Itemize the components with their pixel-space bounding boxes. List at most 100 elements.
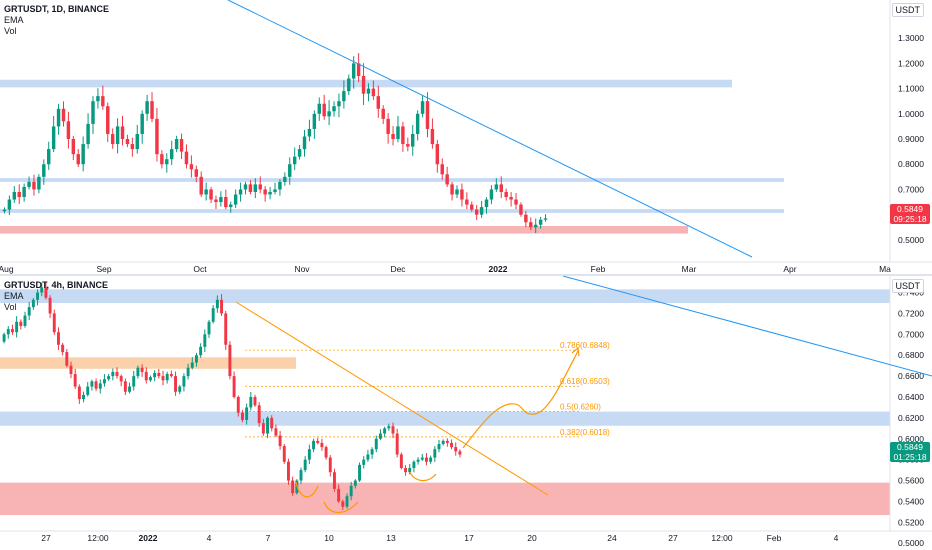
daily-legend: GRTUSDT, 1D, BINANCE EMA Vol (4, 4, 109, 37)
candle-body (245, 407, 249, 420)
x-axis-tick-label: Mar (682, 264, 697, 274)
fib-level-label: 0.618(0.6503) (560, 377, 610, 386)
candle-body (106, 106, 110, 134)
candle-body (454, 447, 458, 452)
candle-body (450, 442, 454, 448)
four-hour-chart-canvas[interactable]: 0.786(0.6848) 0.618(0.6503) 0.5(0.6260) 0.3… (0, 276, 932, 550)
x-axis-tick-label: 2022 (139, 533, 158, 543)
candle-body (337, 488, 341, 502)
candle-body (278, 181, 282, 190)
four-hour-chart-panel[interactable]: 0.786(0.6848) 0.618(0.6503) 0.5(0.6260) 0.3… (0, 276, 932, 550)
candle-body (12, 191, 17, 200)
candle-body (207, 321, 211, 335)
candle-body (514, 199, 518, 205)
four-hour-trendline (235, 301, 549, 496)
candle-body (73, 374, 77, 387)
candle-body (31, 299, 35, 308)
candle-body (37, 176, 41, 190)
candle-body (415, 113, 420, 134)
candle-body (19, 321, 23, 326)
x-axis-tick-label: Feb (591, 264, 606, 274)
x-axis-tick-label: 12:00 (87, 533, 109, 543)
daily-chart-panel[interactable]: 1.3000 1.2000 1.1000 1.0000 0.9000 0.8000 0.70… (0, 0, 932, 274)
x-axis-tick-label: Feb (767, 533, 782, 543)
daily-chart-canvas[interactable]: 1.3000 1.2000 1.1000 1.0000 0.9000 0.8000 0.70… (0, 0, 932, 274)
candle-body (416, 459, 420, 462)
candle-body (219, 197, 223, 203)
candle-body (378, 433, 382, 439)
candle-body (120, 126, 125, 140)
candle-body (169, 374, 173, 377)
candle-body (224, 313, 228, 345)
candle-body (257, 405, 261, 424)
candle-body (411, 133, 415, 147)
y-axis-tick-label: 1.0000 (898, 109, 924, 119)
candle-body (292, 156, 297, 165)
candle-body (199, 176, 203, 195)
candle-body (77, 386, 81, 400)
candle-body (458, 451, 462, 455)
four-hour-last-price-tag: 0.5849 01:25:18 (890, 442, 930, 462)
candle-body (249, 396, 253, 408)
four-hour-currency-unit[interactable]: USDT (891, 279, 924, 293)
candle-body (123, 381, 127, 392)
candle-body (320, 442, 324, 448)
candle-body (125, 139, 130, 145)
y-axis-tick-label: 0.5000 (898, 538, 924, 548)
candle-body (224, 197, 228, 208)
panel-separator[interactable] (0, 274, 932, 276)
candle-body (353, 480, 357, 486)
candle-body (455, 189, 459, 195)
candle-body (441, 440, 445, 444)
candle-body (356, 63, 361, 76)
candle-body (220, 299, 224, 314)
candle-body (184, 151, 189, 165)
candle-body (7, 199, 12, 210)
candle-body (395, 433, 399, 455)
candle-body (148, 377, 152, 381)
candle-body (119, 376, 123, 382)
candle-body (327, 111, 331, 117)
candle-body (322, 103, 326, 117)
candle-body (40, 287, 44, 293)
daily-currency-unit[interactable]: USDT (891, 3, 924, 17)
candle-body (342, 91, 346, 102)
candle-body (51, 126, 56, 150)
candle-body (61, 108, 66, 122)
candle-body (229, 204, 233, 208)
candle-body (538, 219, 543, 225)
zone-resistance (0, 411, 890, 426)
projection-arrowhead (571, 346, 580, 357)
zone-orange (0, 357, 296, 369)
candle-body (136, 367, 140, 377)
candle-body (194, 355, 198, 363)
candle-body (56, 332, 60, 345)
candle-body (494, 184, 499, 190)
candle-body (429, 457, 433, 462)
y-axis-tick-label: 0.6800 (898, 350, 924, 360)
candle-body (174, 139, 179, 150)
candle-body (101, 96, 105, 107)
daily-last-price-tag: 0.5849 09:25:18 (890, 204, 930, 224)
candle-body (383, 428, 387, 434)
candle-body (406, 144, 410, 147)
candle-body (15, 321, 19, 333)
candle-body (288, 164, 292, 177)
candle-body (408, 468, 412, 473)
candle-body (240, 412, 244, 420)
candle-body (386, 118, 390, 134)
candle-body (299, 470, 303, 481)
candle-body (286, 461, 290, 481)
y-axis-tick-label: 0.6200 (898, 413, 924, 423)
four-hour-symbol-title: GRTUSDT, 4h, BINANCE (4, 280, 109, 290)
four-hour-vol-label: Vol (4, 302, 17, 312)
candle-body (399, 454, 403, 469)
candle-body (233, 194, 238, 205)
candle-body (258, 184, 262, 190)
candle-body (366, 454, 370, 460)
candle-body (465, 199, 469, 205)
candle-body (337, 101, 341, 107)
y-axis-tick-label: 0.6600 (898, 371, 924, 381)
candle-body (69, 365, 73, 375)
candle-body (228, 344, 232, 377)
